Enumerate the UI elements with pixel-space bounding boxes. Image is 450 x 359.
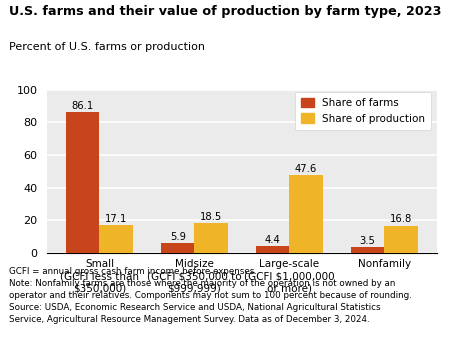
Text: Percent of U.S. farms or production: Percent of U.S. farms or production	[9, 42, 205, 52]
Text: U.S. farms and their value of production by farm type, 2023: U.S. farms and their value of production…	[9, 5, 441, 18]
Text: 5.9: 5.9	[170, 232, 186, 242]
Bar	[384, 226, 418, 253]
Text: 18.5: 18.5	[200, 211, 222, 222]
Bar	[256, 246, 289, 253]
Legend: Share of farms, Share of production: Share of farms, Share of production	[295, 92, 431, 130]
Text: 86.1: 86.1	[72, 101, 94, 111]
Bar	[99, 225, 133, 253]
Text: 3.5: 3.5	[360, 236, 376, 246]
Bar	[351, 247, 384, 253]
Text: 17.1: 17.1	[105, 214, 127, 224]
Bar	[66, 112, 99, 253]
Text: GCFI = annual gross cash farm income before expenses.
Note: Nonfamily farms are : GCFI = annual gross cash farm income bef…	[9, 267, 412, 324]
Text: 4.4: 4.4	[265, 234, 281, 244]
Bar	[289, 175, 323, 253]
Text: 47.6: 47.6	[295, 164, 317, 174]
Bar	[194, 223, 228, 253]
Text: 16.8: 16.8	[390, 214, 412, 224]
Bar	[161, 243, 194, 253]
